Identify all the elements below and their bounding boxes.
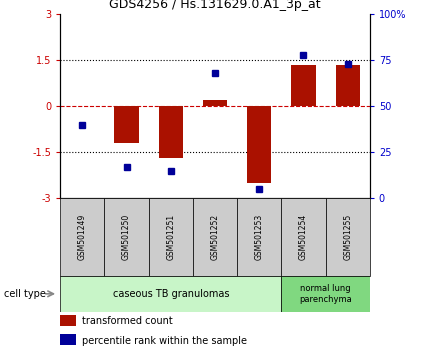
- Text: GSM501251: GSM501251: [166, 214, 175, 260]
- Bar: [60, 335, 76, 346]
- Bar: [60, 315, 76, 326]
- Text: caseous TB granulomas: caseous TB granulomas: [113, 289, 229, 299]
- Bar: [326, 198, 370, 276]
- Bar: [60, 276, 281, 312]
- Text: GSM501255: GSM501255: [343, 214, 352, 260]
- Text: GSM501249: GSM501249: [78, 214, 87, 260]
- Text: cell type: cell type: [4, 289, 46, 299]
- Bar: [114, 106, 139, 143]
- Bar: [281, 198, 326, 276]
- Bar: [104, 198, 149, 276]
- Bar: [149, 198, 193, 276]
- Bar: [247, 106, 271, 183]
- Text: GSM501253: GSM501253: [255, 214, 264, 260]
- Bar: [203, 100, 227, 106]
- Text: normal lung
parenchyma: normal lung parenchyma: [299, 284, 352, 303]
- Text: GDS4256 / Hs.131629.0.A1_3p_at: GDS4256 / Hs.131629.0.A1_3p_at: [109, 0, 321, 11]
- Bar: [60, 198, 104, 276]
- Bar: [281, 276, 370, 312]
- Bar: [193, 198, 237, 276]
- Bar: [291, 65, 316, 106]
- Text: GSM501250: GSM501250: [122, 214, 131, 260]
- Bar: [159, 106, 183, 158]
- Bar: [237, 198, 281, 276]
- Text: transformed count: transformed count: [82, 316, 172, 326]
- Text: GSM501254: GSM501254: [299, 214, 308, 260]
- Bar: [335, 65, 360, 106]
- Text: percentile rank within the sample: percentile rank within the sample: [82, 336, 247, 346]
- Text: GSM501252: GSM501252: [211, 214, 219, 260]
